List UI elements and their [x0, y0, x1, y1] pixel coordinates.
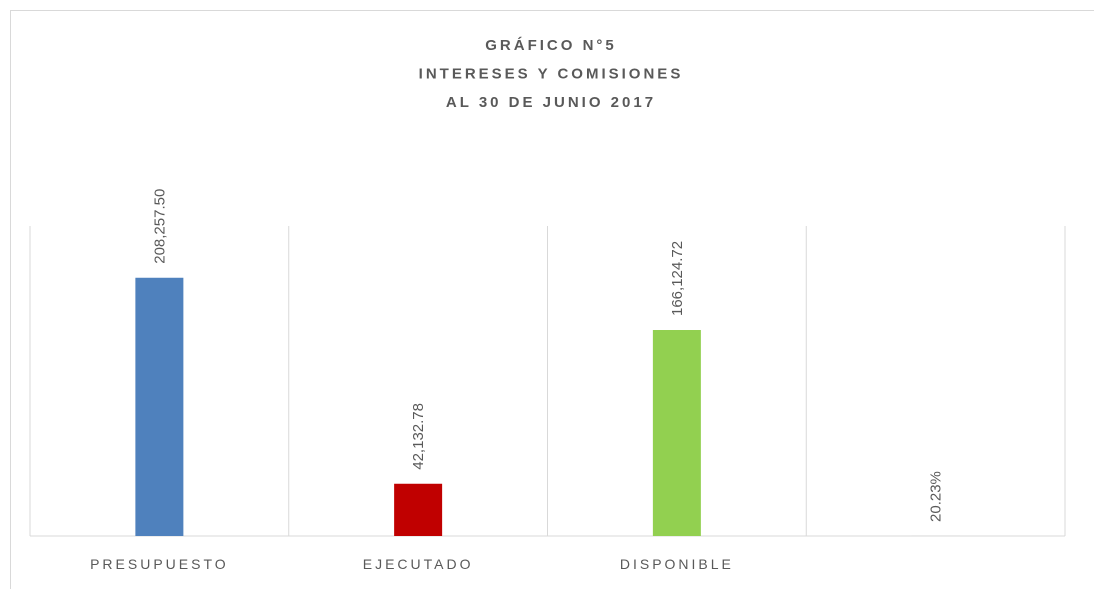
- bar: [652, 330, 701, 536]
- chart-title: INTERESES Y COMISIONES: [419, 66, 684, 83]
- bar: [394, 483, 443, 536]
- data-label: 42,132.78: [410, 403, 427, 470]
- data-label: 166,124.72: [669, 241, 686, 316]
- x-tick-label: DISPONIBLE: [620, 556, 734, 572]
- x-tick-label: PRESUPUESTO: [90, 556, 229, 572]
- x-tick-label: EJECUTADO: [363, 556, 474, 572]
- bar: [135, 277, 184, 536]
- chart-title: GRÁFICO N°5: [485, 37, 617, 54]
- data-label: 208,257.50: [151, 189, 168, 264]
- data-label: 20.23%: [928, 471, 945, 522]
- chart-title: AL 30 DE JUNIO 2017: [446, 94, 656, 111]
- chart-border: [10, 10, 1094, 589]
